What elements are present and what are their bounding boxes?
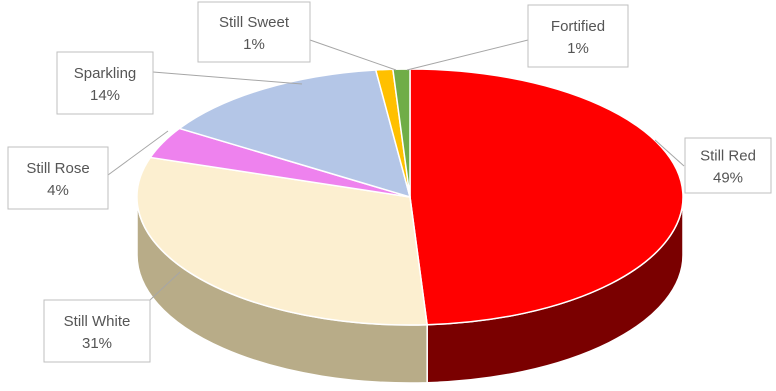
- slice-percent: 49%: [713, 170, 743, 187]
- slice-percent: 4%: [47, 182, 69, 199]
- leader-line-still-sweet: [310, 40, 396, 70]
- callout-box: [198, 2, 310, 62]
- slice-label: Still Red: [700, 148, 756, 165]
- pie-slices: [137, 69, 683, 325]
- data-label-still-white: Still White 31%: [44, 300, 150, 362]
- leader-line-sparkling: [153, 72, 302, 84]
- slice-label: Still White: [64, 313, 131, 330]
- slice-percent: 31%: [82, 335, 112, 352]
- slice-label: Fortified: [551, 18, 605, 35]
- slice-percent: 1%: [567, 40, 589, 57]
- data-label-still-red: Still Red 49%: [685, 138, 771, 193]
- slice-percent: 1%: [243, 36, 265, 53]
- data-label-still-rose: Still Rose 4%: [8, 147, 108, 209]
- slice-percent: 14%: [90, 87, 120, 104]
- leader-line-fortified: [407, 40, 528, 70]
- slice-label: Still Sweet: [219, 14, 290, 31]
- data-label-fortified: Fortified 1%: [528, 5, 628, 67]
- callout-box: [57, 52, 153, 114]
- data-label-still-sweet: Still Sweet 1%: [198, 2, 310, 62]
- slice-label: Still Rose: [26, 160, 89, 177]
- callout-box: [8, 147, 108, 209]
- data-label-sparkling: Sparkling 14%: [57, 52, 153, 114]
- callout-box: [528, 5, 628, 67]
- callout-box: [44, 300, 150, 362]
- slice-label: Sparkling: [74, 65, 137, 82]
